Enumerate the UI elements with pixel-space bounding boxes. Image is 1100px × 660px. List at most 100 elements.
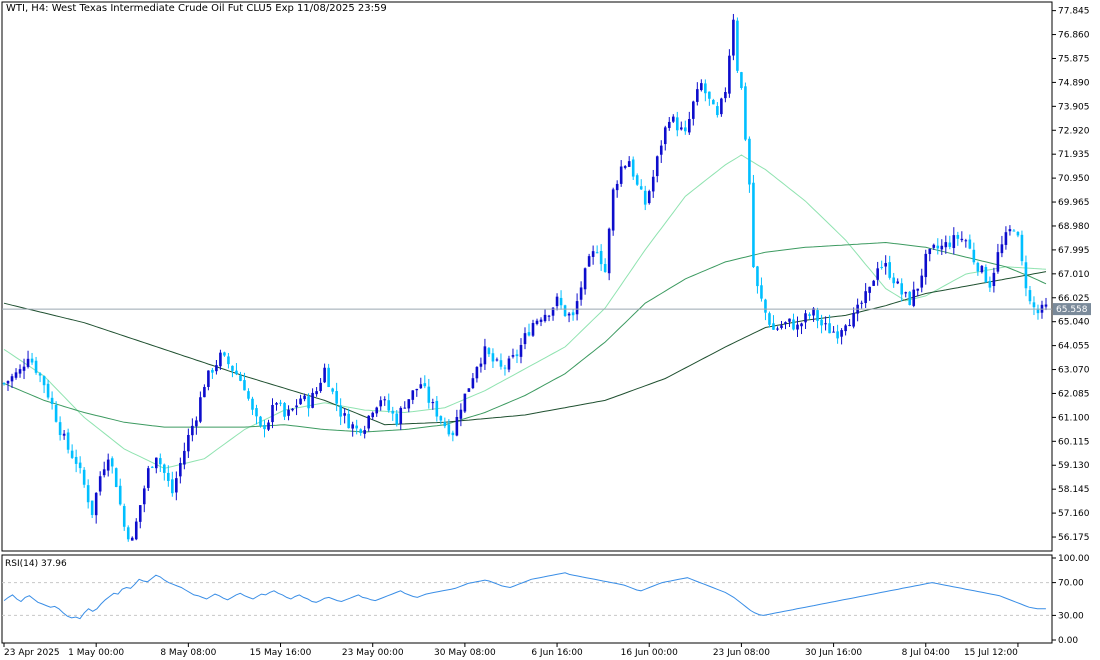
candle-body — [383, 399, 387, 401]
candle-body — [1000, 244, 1004, 254]
candle-body — [331, 388, 334, 392]
candle-body — [171, 479, 174, 494]
candle-body — [231, 365, 234, 371]
candle-body — [744, 86, 747, 140]
candle-body — [483, 346, 487, 365]
candle-body — [1032, 302, 1036, 308]
candle-body — [968, 239, 972, 249]
rsi-axis-tick-label: 0.00 — [1058, 636, 1078, 646]
price-axis-tick-label: 68.980 — [1058, 222, 1090, 232]
time-axis-label: 8 May 08:00 — [160, 648, 216, 658]
candle-body — [603, 263, 607, 272]
price-axis-tick-label: 77.845 — [1058, 7, 1090, 17]
candle-body — [1008, 229, 1012, 232]
candle-body — [924, 253, 928, 278]
candle-body — [102, 469, 106, 476]
candle-body — [575, 301, 579, 315]
candle-body — [700, 83, 703, 91]
rsi-panel — [1, 554, 1053, 644]
candle-body — [960, 238, 964, 241]
candle-body — [26, 358, 30, 367]
candle-body — [892, 277, 895, 284]
price-axis-tick-label: 60.115 — [1058, 437, 1090, 447]
candle-body — [10, 376, 14, 382]
candle-body — [643, 190, 647, 205]
price-axis-tick-label: 59.130 — [1058, 461, 1090, 471]
candle-body — [6, 381, 10, 384]
candle-body — [126, 527, 130, 540]
candle-body — [527, 332, 531, 336]
candle-body — [535, 320, 539, 324]
candle-body — [159, 458, 162, 465]
candle-body — [1024, 262, 1028, 289]
candle-body — [615, 183, 619, 191]
price-axis-tick-label: 56.175 — [1058, 533, 1090, 543]
candle-body — [1020, 234, 1024, 262]
candle-body — [154, 457, 158, 469]
candle-body — [86, 485, 90, 503]
candle-body — [403, 407, 407, 409]
candle-body — [371, 412, 375, 418]
candle-body — [475, 366, 479, 379]
candle-body — [884, 263, 887, 267]
candle-body — [848, 324, 851, 327]
candle-body — [627, 161, 631, 167]
candle-body — [828, 323, 831, 334]
price-axis: 65.558 77.845 76.860 75.875 74.890 73.905 72.9… — [1052, 7, 1091, 646]
candle-body — [142, 488, 146, 505]
time-axis-label: 8 Jul 04:00 — [902, 648, 951, 658]
candle-body — [78, 462, 82, 469]
candle-body — [992, 272, 996, 287]
candle-body — [130, 537, 134, 541]
candle-body — [732, 19, 735, 56]
candle-body — [122, 506, 126, 527]
candle-body — [780, 325, 783, 328]
candle-body — [900, 283, 904, 295]
candle-body — [551, 307, 555, 316]
candle-body — [511, 355, 515, 357]
candle-body — [295, 405, 298, 408]
candle-body — [840, 330, 843, 337]
candle-body — [928, 248, 932, 255]
candle-body — [659, 145, 663, 155]
price-axis-tick-label: 64.055 — [1058, 342, 1090, 352]
candle-body — [419, 384, 423, 389]
candle-body — [567, 313, 571, 316]
candle-body — [639, 186, 643, 190]
candle-body — [407, 399, 411, 409]
moving-average-fast-line — [3, 154, 1047, 469]
candle-body — [1004, 232, 1008, 245]
candle-body — [852, 313, 855, 327]
candle-body — [239, 375, 242, 381]
candle-body — [908, 291, 912, 305]
candle-body — [651, 176, 655, 192]
candle-body — [716, 106, 719, 116]
candle-body — [455, 416, 459, 436]
candle-body — [748, 138, 751, 185]
candle-body — [439, 416, 443, 421]
candle-body — [34, 360, 38, 373]
candle-body — [764, 299, 767, 313]
candle-body — [832, 331, 835, 333]
candle-body — [860, 302, 863, 304]
candle-body — [611, 189, 615, 231]
candle-body — [880, 266, 883, 268]
candle-body — [888, 262, 891, 278]
candle-body — [195, 420, 198, 427]
candle-body — [395, 413, 399, 425]
candle-body — [579, 287, 583, 300]
candle-body — [675, 117, 679, 131]
candle-body — [1016, 231, 1020, 236]
candle-body — [736, 20, 739, 71]
candle-body — [499, 360, 503, 367]
candle-body — [114, 468, 118, 488]
rsi-axis-tick-label: 30.00 — [1058, 611, 1084, 621]
candle-body — [291, 408, 294, 411]
candle-body — [563, 305, 567, 316]
candle-body — [976, 262, 980, 272]
candle-body — [463, 393, 467, 412]
candle-body — [756, 266, 759, 287]
candle-body — [1036, 308, 1040, 314]
candle-body — [720, 98, 723, 115]
